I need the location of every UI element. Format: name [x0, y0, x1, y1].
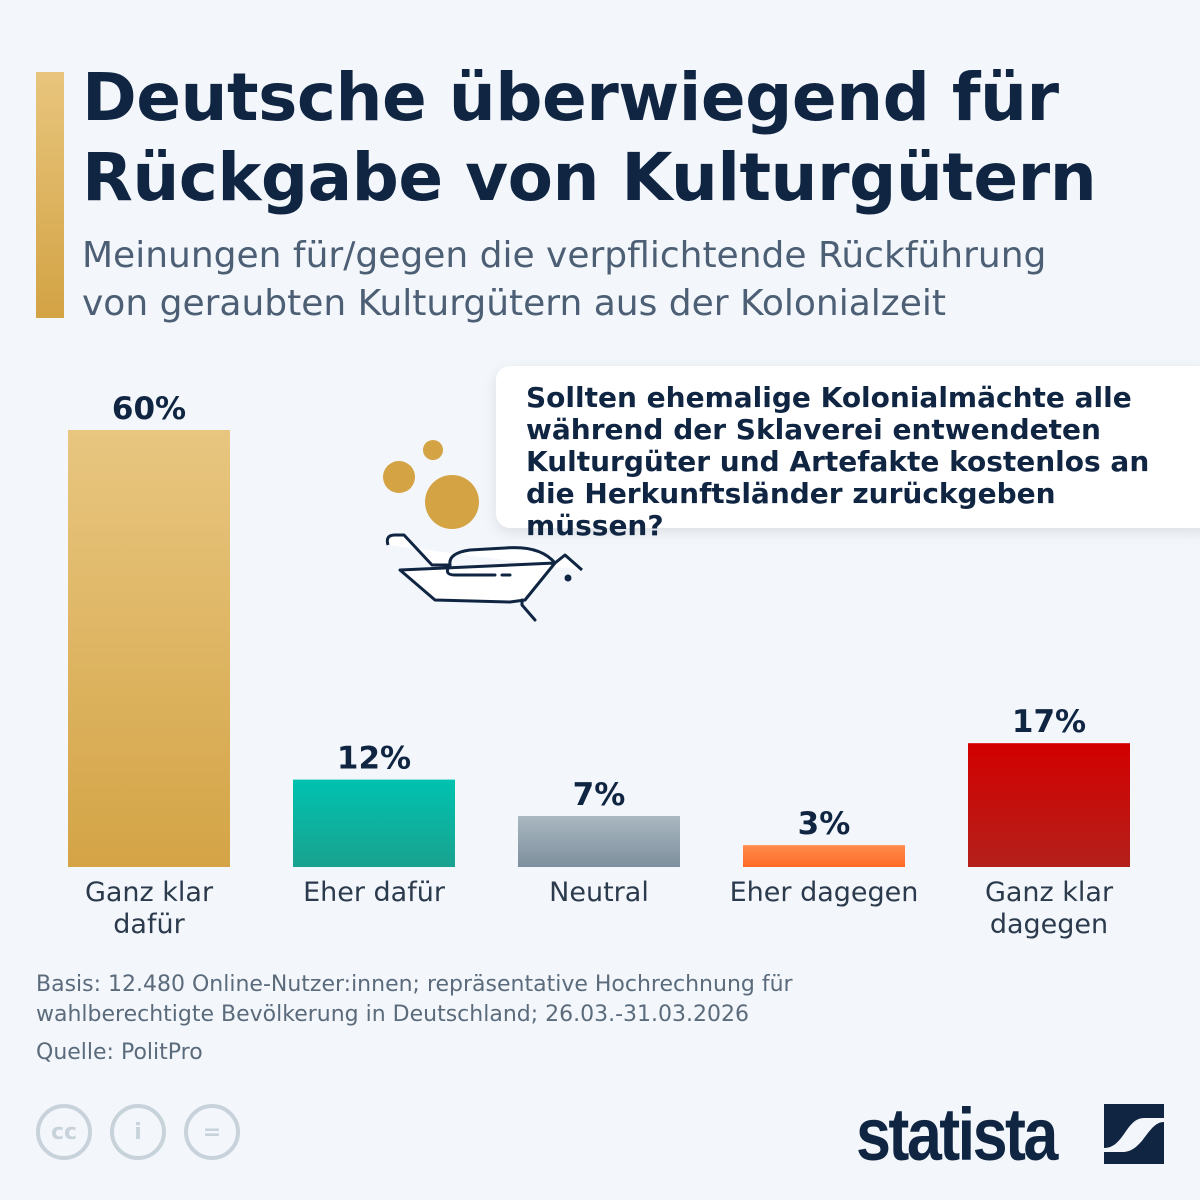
statista-logo[interactable]: statista	[856, 1093, 1058, 1176]
question-callout: Sollten ehemalige Kolonialmächte alle wä…	[496, 366, 1200, 542]
bar	[68, 430, 230, 867]
question-text: Sollten ehemalige Kolonialmächte alle wä…	[526, 381, 1150, 542]
data-label: 12%	[337, 741, 411, 777]
title-accent-bar	[36, 72, 64, 318]
category-label: Ganz klar dagegen	[985, 877, 1114, 940]
hand-with-coins-icon	[383, 440, 583, 622]
category-label: Eher dagegen	[730, 877, 919, 908]
bar	[518, 816, 680, 867]
basis-note: Basis: 12.480 Online-Nutzer:innen; reprä…	[36, 970, 793, 1030]
data-label: 17%	[1012, 704, 1086, 740]
attribution-icon[interactable]: i	[110, 1104, 166, 1160]
title-line-2: Rückgabe von Kulturgütern	[82, 139, 1097, 216]
category-label: Neutral	[549, 877, 649, 908]
cc-icon[interactable]: cc	[36, 1104, 92, 1160]
bar	[968, 743, 1130, 867]
data-label: 60%	[112, 391, 186, 427]
data-label: 7%	[573, 777, 626, 813]
category-label: Eher dafür	[303, 877, 446, 908]
subtitle-line-1: Meinungen für/gegen die verpflichtende R…	[82, 235, 1047, 276]
source-note: Quelle: PolitPro	[36, 1040, 203, 1065]
page-title: Deutsche überwiegend für Rückgabe von Ku…	[82, 58, 1097, 218]
subtitle-line-2: von geraubten Kulturgütern aus der Kolon…	[82, 283, 946, 324]
bar	[743, 845, 905, 867]
basis-line-2: wahlberechtigte Bevölkerung in Deutschla…	[36, 1002, 750, 1027]
basis-line-1: Basis: 12.480 Online-Nutzer:innen; reprä…	[36, 972, 793, 997]
category-label: Ganz klar dafür	[85, 877, 214, 940]
title-line-1: Deutsche überwiegend für	[82, 59, 1059, 136]
statista-logo-mark-icon[interactable]	[1104, 1104, 1164, 1164]
no-derivatives-icon[interactable]: =	[184, 1104, 240, 1160]
data-label: 3%	[798, 806, 851, 842]
subtitle: Meinungen für/gegen die verpflichtende R…	[82, 232, 1046, 328]
bar	[293, 779, 455, 867]
